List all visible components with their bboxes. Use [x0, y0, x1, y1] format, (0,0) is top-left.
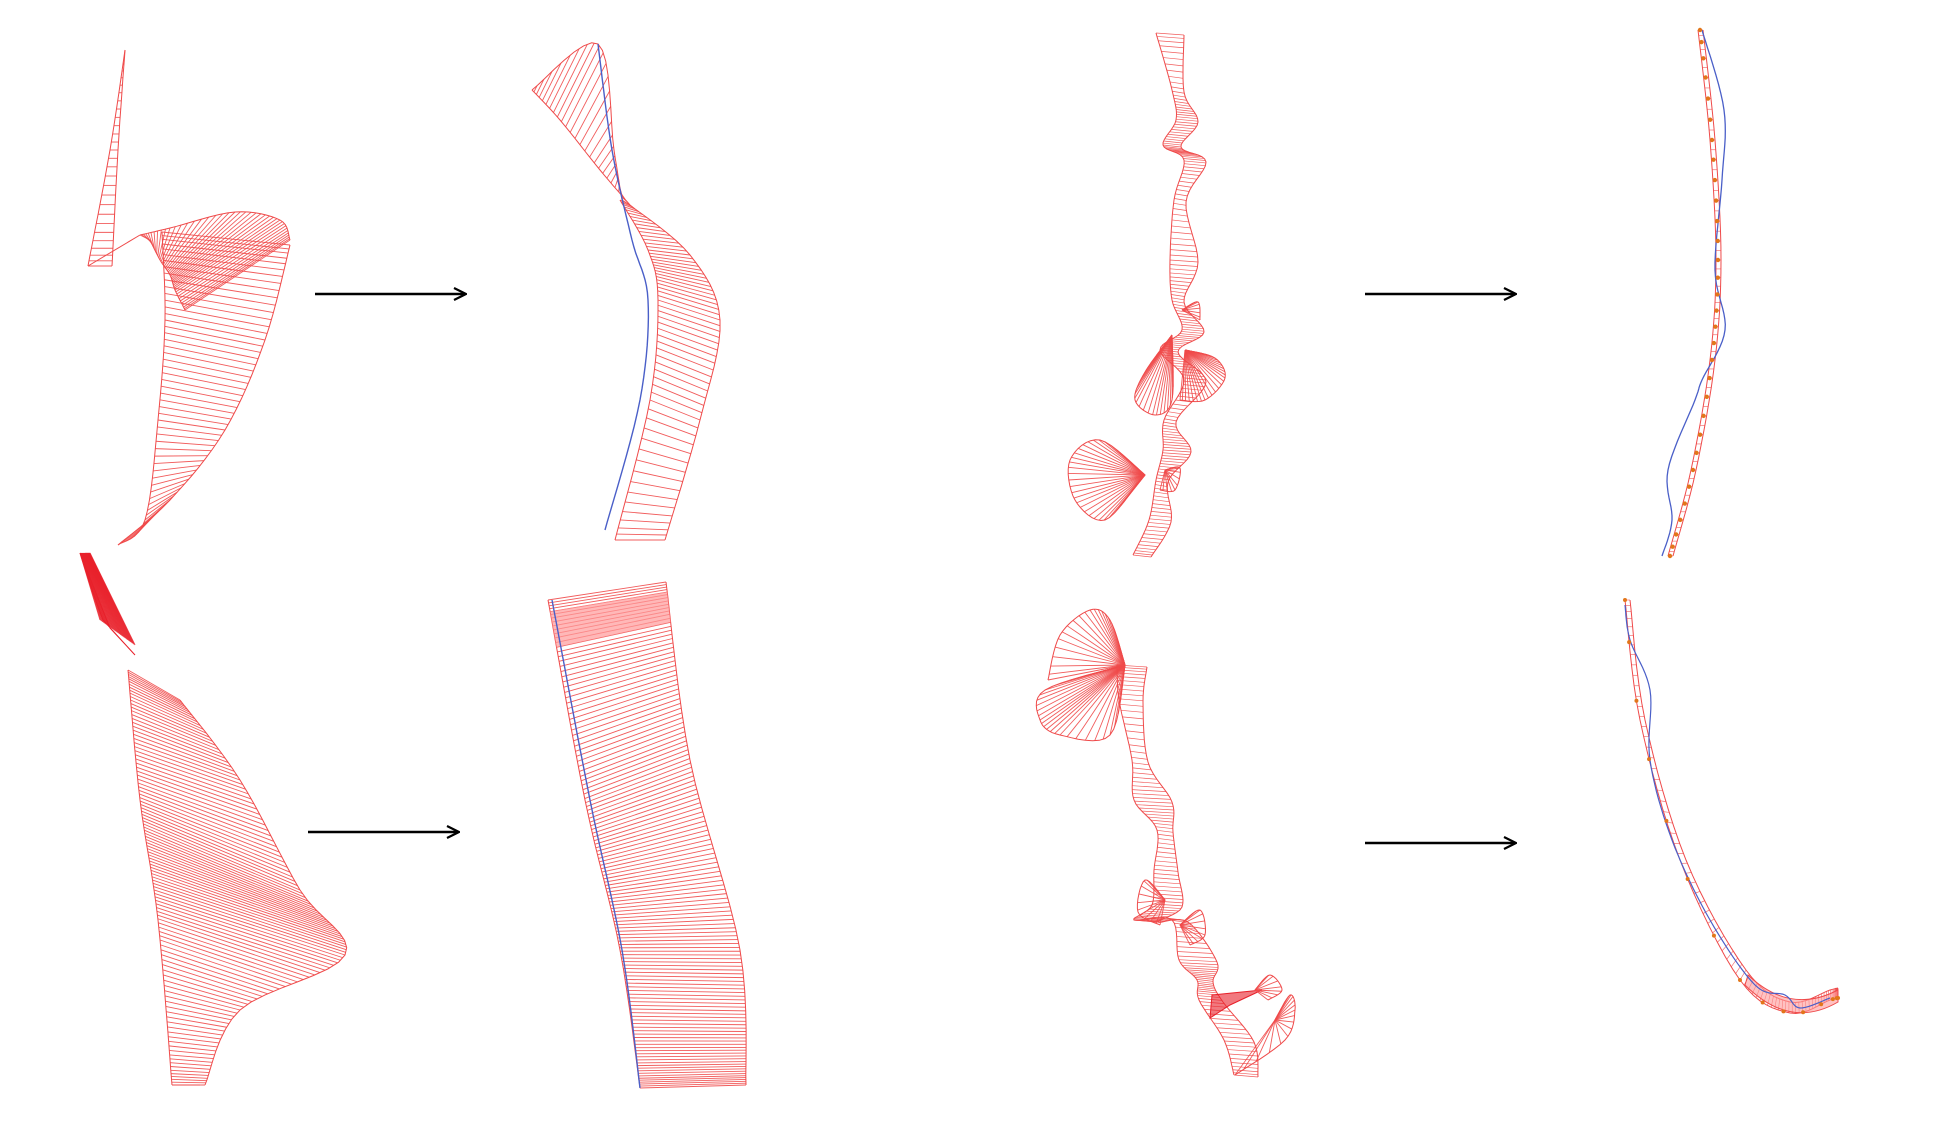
panel-bottom-right-input [1035, 608, 1296, 1078]
panel-top-right-output [1661, 27, 1726, 559]
panel-bottom-left-output [547, 581, 747, 1089]
panel-bottom-right-output [1623, 598, 1840, 1015]
panel-top-left-output [531, 42, 721, 541]
panel-bottom-left-input [79, 552, 348, 1086]
panel-top-right-input [1067, 32, 1226, 558]
panel-top-left-input [87, 49, 291, 546]
